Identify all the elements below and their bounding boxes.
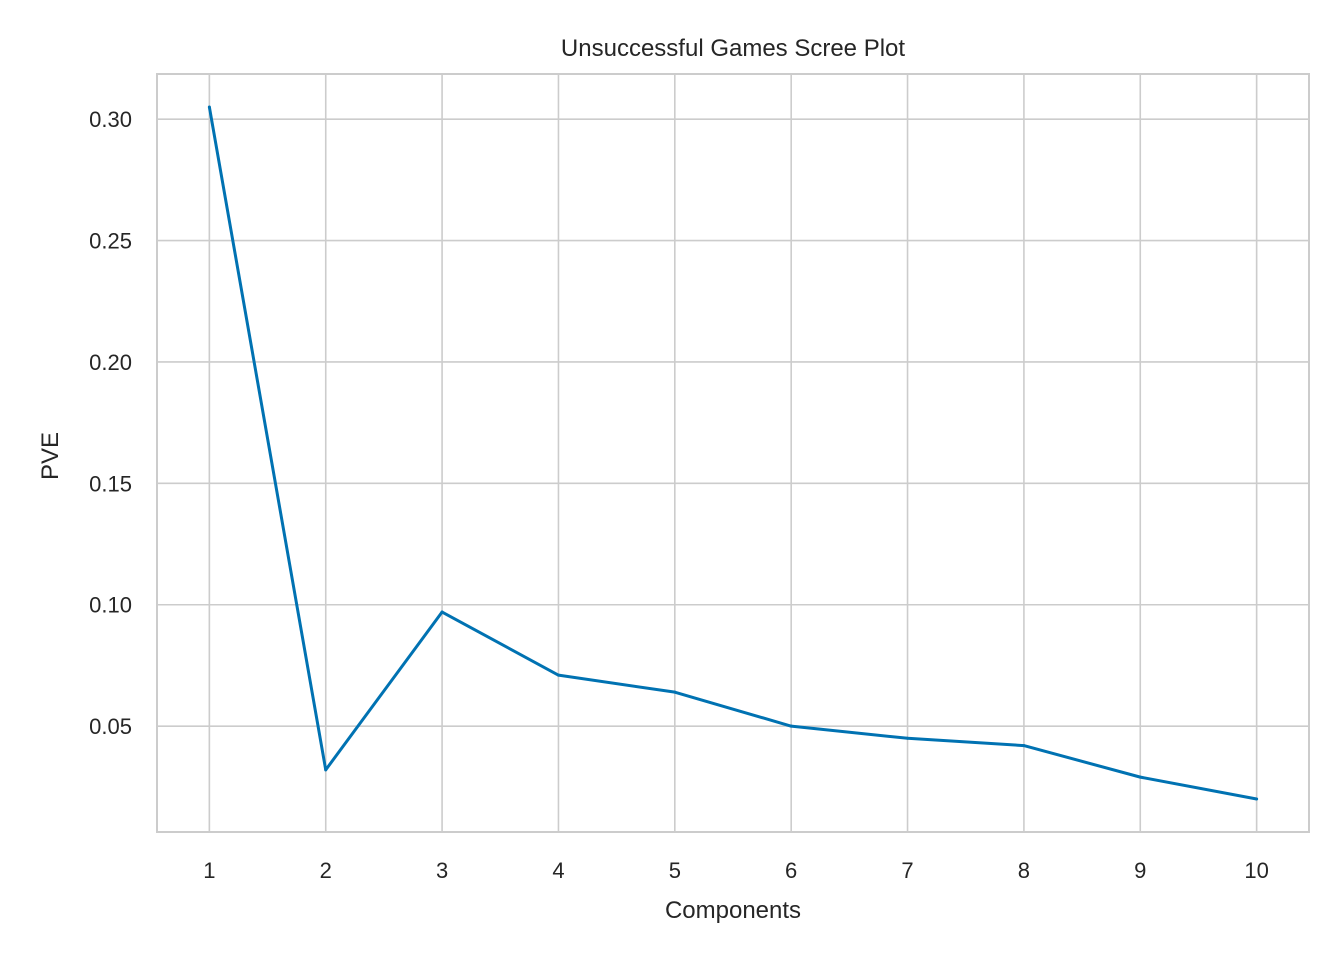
x-tick-label: 4 — [552, 858, 564, 883]
data-point — [1138, 775, 1142, 779]
data-point — [440, 610, 444, 614]
y-tick-label: 0.10 — [89, 593, 132, 618]
chart-title: Unsuccessful Games Scree Plot — [561, 35, 905, 62]
grid — [157, 74, 1309, 832]
x-tick-label: 10 — [1244, 858, 1268, 883]
y-tick-label: 0.05 — [89, 714, 132, 739]
series-layer — [207, 105, 1259, 801]
data-point — [324, 768, 328, 772]
y-axis-label: PVE — [37, 432, 64, 480]
y-tick-label: 0.25 — [89, 229, 132, 254]
x-tick-label: 3 — [436, 858, 448, 883]
data-point — [789, 724, 793, 728]
data-point — [1022, 744, 1026, 748]
data-point — [207, 105, 211, 109]
x-tick-label: 7 — [901, 858, 913, 883]
data-point — [906, 736, 910, 740]
series-line — [207, 106, 1257, 801]
y-tick-label: 0.15 — [89, 471, 132, 496]
x-axis-label: Components — [665, 897, 801, 924]
x-tick-label: 8 — [1018, 858, 1030, 883]
y-tick-label: 0.30 — [89, 107, 132, 132]
x-tick-label: 6 — [785, 858, 797, 883]
plot-frame — [156, 73, 1310, 833]
x-tick-label: 2 — [320, 858, 332, 883]
y-tick-labels: 0.05 0.10 0.15 0.20 0.25 0.30 — [89, 107, 132, 739]
data-point — [1255, 797, 1259, 801]
x-tick-labels: 1 2 3 4 5 6 7 8 9 10 — [203, 858, 1269, 883]
data-point — [673, 690, 677, 694]
data-point — [556, 673, 560, 677]
x-tick-label: 9 — [1134, 858, 1146, 883]
y-tick-label: 0.20 — [89, 350, 132, 375]
x-tick-label: 5 — [669, 858, 681, 883]
x-tick-label: 1 — [203, 858, 215, 883]
